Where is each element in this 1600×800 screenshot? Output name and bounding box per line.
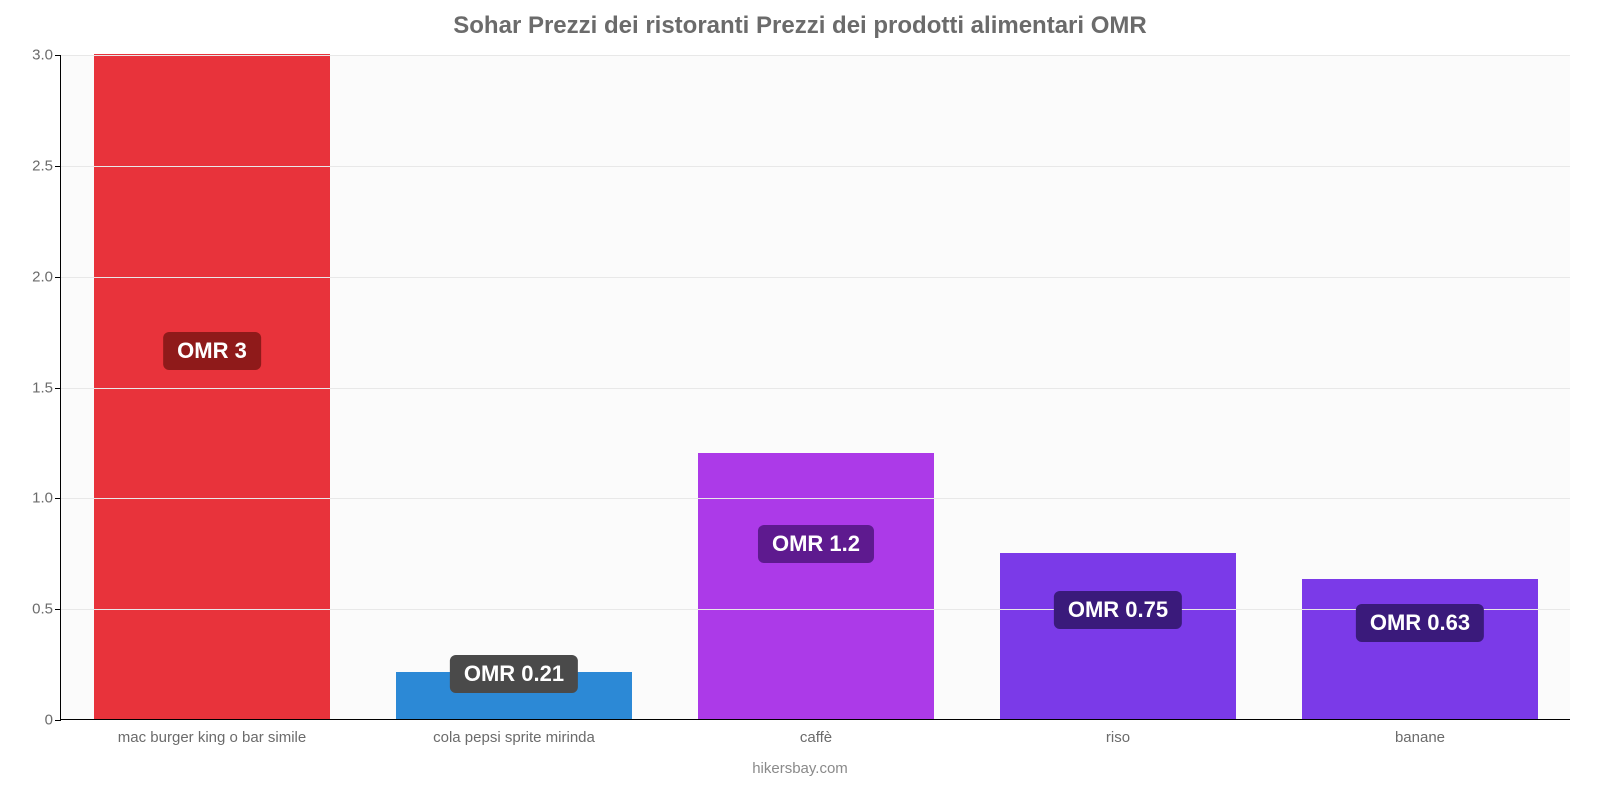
value-badge: OMR 3 [163, 332, 261, 370]
ytick-label: 2.5 [32, 157, 53, 174]
gridline [61, 498, 1570, 499]
value-badge: OMR 0.75 [1054, 591, 1182, 629]
xtick-label: caffè [800, 729, 832, 746]
gridline [61, 166, 1570, 167]
ytick-mark [55, 166, 61, 167]
xtick-label: mac burger king o bar simile [118, 729, 306, 746]
gridline [61, 388, 1570, 389]
xtick-label: cola pepsi sprite mirinda [433, 729, 595, 746]
value-badge: OMR 0.21 [450, 655, 578, 693]
ytick-label: 0 [45, 712, 53, 729]
price-chart: Sohar Prezzi dei ristoranti Prezzi dei p… [0, 0, 1600, 800]
value-badge: OMR 1.2 [758, 525, 874, 563]
ytick-label: 2.0 [32, 268, 53, 285]
ytick-mark [55, 55, 61, 56]
ytick-mark [55, 498, 61, 499]
ytick-mark [55, 720, 61, 721]
gridline [61, 55, 1570, 56]
plot-area: 00.51.01.52.02.53.0mac burger king o bar… [60, 55, 1570, 720]
bar [698, 453, 934, 719]
ytick-mark [55, 388, 61, 389]
xtick-label: riso [1106, 729, 1130, 746]
bar [94, 54, 330, 719]
ytick-label: 0.5 [32, 601, 53, 618]
bar [1000, 553, 1236, 719]
ytick-label: 3.0 [32, 47, 53, 64]
xtick-label: banane [1395, 729, 1445, 746]
chart-title: Sohar Prezzi dei ristoranti Prezzi dei p… [0, 12, 1600, 40]
value-badge: OMR 0.63 [1356, 604, 1484, 642]
ytick-mark [55, 609, 61, 610]
ytick-mark [55, 277, 61, 278]
gridline [61, 277, 1570, 278]
chart-footer: hikersbay.com [0, 760, 1600, 777]
ytick-label: 1.5 [32, 379, 53, 396]
gridline [61, 609, 1570, 610]
bar [1302, 579, 1538, 719]
ytick-label: 1.0 [32, 490, 53, 507]
